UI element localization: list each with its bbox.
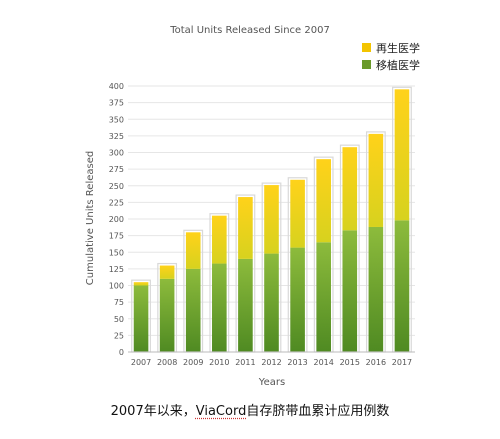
y-tick-label: 350 bbox=[109, 115, 124, 124]
bar-2008-series-0 bbox=[159, 278, 175, 352]
bars bbox=[131, 86, 412, 353]
y-axis-ticks: 0 25 50 75 100 125 150 175 200 225 250 275 300 325 350… bbox=[109, 82, 124, 357]
bar-2010-series-1 bbox=[212, 215, 227, 264]
x-tick-label: 2015 bbox=[340, 358, 360, 367]
bar-2016-series-0 bbox=[368, 226, 384, 352]
bar-2015-series-1 bbox=[342, 147, 358, 231]
bar-2013-series-1 bbox=[290, 179, 305, 248]
y-tick-label: 150 bbox=[109, 248, 124, 257]
bar-2014-series-1 bbox=[316, 159, 331, 243]
bar-2015-series-0 bbox=[342, 230, 358, 352]
y-tick-label: 75 bbox=[114, 298, 124, 307]
y-tick-label: 0 bbox=[119, 348, 124, 357]
y-tick-label: 200 bbox=[109, 215, 124, 224]
bar-2017-series-1 bbox=[394, 89, 410, 221]
legend-swatch-transplant bbox=[362, 60, 371, 69]
x-tick-label: 2010 bbox=[209, 358, 229, 367]
x-tick-label: 2013 bbox=[287, 358, 307, 367]
bar-2013-series-0 bbox=[290, 247, 305, 352]
bar-2014-series-0 bbox=[316, 242, 331, 352]
chart-title: Total Units Released Since 2007 bbox=[169, 25, 330, 36]
caption-prefix: 2007年以来， bbox=[110, 404, 196, 419]
y-tick-label: 250 bbox=[109, 182, 124, 191]
y-tick-label: 125 bbox=[109, 265, 124, 274]
caption-brand: ViaCord bbox=[195, 404, 247, 419]
x-axis-label: Years bbox=[258, 377, 285, 388]
y-tick-label: 25 bbox=[114, 331, 124, 340]
bar-2010-series-0 bbox=[212, 263, 227, 352]
y-tick-label: 375 bbox=[109, 99, 124, 108]
y-tick-label: 50 bbox=[114, 315, 124, 324]
x-tick-label: 2012 bbox=[261, 358, 281, 367]
bar-2012-series-1 bbox=[264, 185, 279, 254]
legend: 再生医学 移植医学 bbox=[362, 41, 420, 72]
bar-2008-series-1 bbox=[159, 265, 175, 279]
y-tick-label: 325 bbox=[109, 132, 124, 141]
bar-2007-series-1 bbox=[133, 282, 149, 286]
x-tick-label: 2014 bbox=[314, 358, 334, 367]
legend-label-transplant: 移植医学 bbox=[376, 58, 420, 72]
bar-2009-series-0 bbox=[185, 268, 201, 352]
bar-2017-series-0 bbox=[394, 220, 410, 352]
bar-2016-series-1 bbox=[368, 133, 384, 227]
bar-2007-series-0 bbox=[133, 285, 149, 352]
stacked-bar-chart: Total Units Released Since 2007 再生医学 移植医… bbox=[85, 25, 420, 388]
x-axis-ticks: 2007 2008 2009 2010 2011 2012 2013 2014 2015 2016… bbox=[131, 358, 412, 367]
y-tick-label: 275 bbox=[109, 165, 124, 174]
legend-label-regenerative: 再生医学 bbox=[376, 41, 420, 55]
y-tick-label: 400 bbox=[109, 82, 124, 91]
chart-caption: 2007年以来，ViaCord自存脐带血累计应用例数 bbox=[0, 400, 500, 419]
y-tick-label: 300 bbox=[109, 149, 124, 158]
x-tick-label: 2011 bbox=[235, 358, 255, 367]
y-tick-label: 225 bbox=[109, 198, 124, 207]
x-tick-label: 2008 bbox=[157, 358, 177, 367]
y-tick-label: 175 bbox=[109, 232, 124, 241]
bar-2011-series-1 bbox=[238, 197, 253, 259]
bar-2012-series-0 bbox=[264, 253, 279, 352]
bar-2011-series-0 bbox=[238, 258, 253, 352]
bar-2009-series-1 bbox=[185, 232, 201, 269]
y-tick-label: 100 bbox=[109, 282, 124, 291]
x-tick-label: 2017 bbox=[392, 358, 412, 367]
x-tick-label: 2009 bbox=[183, 358, 203, 367]
x-tick-label: 2007 bbox=[131, 358, 151, 367]
legend-swatch-regenerative bbox=[362, 43, 371, 52]
caption-suffix: 自存脐带血累计应用例数 bbox=[246, 404, 390, 419]
y-axis-label: Cumulative Units Released bbox=[85, 151, 96, 285]
x-tick-label: 2016 bbox=[366, 358, 386, 367]
